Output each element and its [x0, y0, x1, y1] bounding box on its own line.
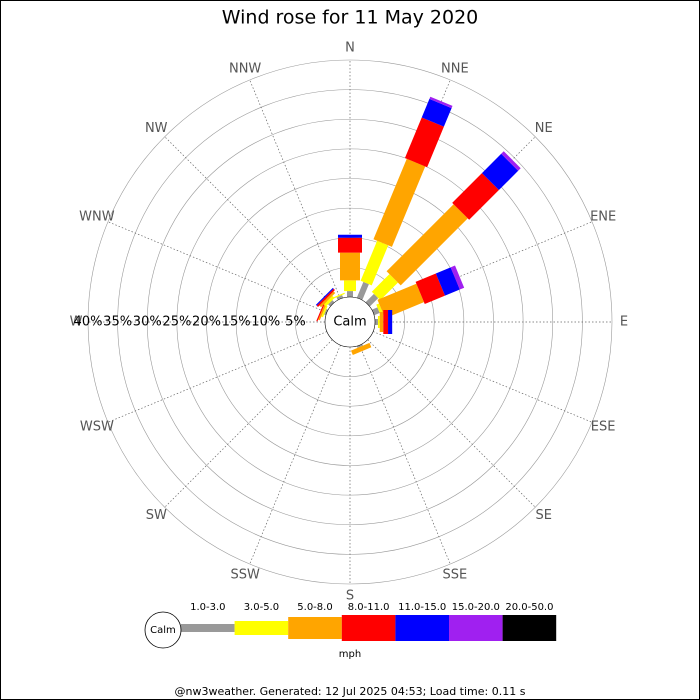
spoke — [164, 136, 333, 305]
spoke — [249, 79, 341, 300]
wind-segment — [373, 158, 426, 247]
wind-segment — [360, 240, 389, 286]
wind-segment — [404, 117, 444, 168]
calm-label: Calm — [333, 315, 366, 330]
ring-label: 10% — [251, 315, 280, 330]
spoke — [164, 339, 333, 508]
legend-label: 11.0-15.0 — [398, 602, 446, 613]
calm-circle — [324, 296, 376, 348]
spoke — [359, 344, 451, 565]
direction-label: WNW — [79, 210, 115, 225]
ring-label: 25% — [162, 315, 191, 330]
wind-segment — [386, 204, 468, 286]
legend-swatch — [502, 615, 557, 641]
direction-label: ESE — [591, 419, 616, 434]
wind-segment — [318, 301, 328, 321]
grid-ring — [146, 118, 554, 526]
legend-label: 3.0-5.0 — [244, 602, 279, 613]
wind-segment — [452, 173, 499, 220]
direction-label: SE — [536, 508, 552, 523]
spoke — [107, 331, 328, 423]
spoke — [249, 344, 341, 565]
legend-swatch — [395, 615, 449, 641]
wind-segment — [351, 342, 372, 355]
legend-swatch — [449, 615, 503, 641]
legend-calm-label: Calm — [150, 625, 176, 636]
wind-segment — [321, 305, 328, 318]
legend-swatch — [181, 624, 235, 632]
direction-label: E — [620, 315, 628, 330]
wind-segment — [377, 283, 425, 319]
wind-segment — [371, 307, 380, 316]
chart-title: Wind rose for 11 May 2020 — [222, 7, 479, 29]
wind-segment — [336, 295, 344, 301]
wind-segment — [365, 293, 379, 307]
direction-label: WSW — [80, 419, 114, 434]
legend-label: 15.0-20.0 — [452, 602, 500, 613]
wind-segment — [435, 267, 460, 296]
ring-label: 30% — [133, 315, 162, 330]
direction-label: SSW — [230, 568, 260, 583]
legend-label: 1.0-3.0 — [190, 602, 225, 613]
wind-segment — [319, 291, 336, 308]
ring-label: 35% — [103, 315, 132, 330]
legend-swatch — [234, 621, 289, 635]
legend-swatch — [341, 615, 396, 641]
legend-unit: mph — [339, 649, 361, 660]
wind-segment — [328, 300, 335, 307]
direction-label: SW — [146, 508, 167, 523]
legend-swatch — [288, 617, 342, 639]
direction-label: ENE — [590, 210, 616, 225]
grid-ring — [206, 178, 494, 466]
wind-segment — [481, 153, 519, 191]
direction-label: SSE — [442, 568, 467, 583]
wind-segment — [356, 281, 369, 301]
ring-label: 5% — [285, 315, 306, 330]
legend-label: 8.0-11.0 — [348, 602, 390, 613]
direction-label: NE — [535, 121, 553, 136]
footer: @nw3weather. Generated: 12 Jul 2025 04:5… — [175, 685, 526, 698]
direction-label: N — [345, 41, 355, 56]
wind-segment — [316, 288, 335, 307]
spoke — [367, 339, 536, 508]
wind-segment — [421, 98, 452, 127]
wind-segment — [376, 303, 384, 316]
ring-label: 15% — [222, 315, 251, 330]
wind-segment — [323, 295, 335, 307]
direction-label: NNW — [229, 61, 261, 76]
spoke — [107, 221, 328, 313]
direction-label: S — [346, 589, 354, 604]
spoke — [372, 331, 593, 423]
direction-label: W — [70, 315, 83, 330]
wind-segment — [450, 265, 465, 290]
wind-segment — [371, 274, 398, 301]
direction-label: NW — [145, 121, 168, 136]
ring-label: 40% — [74, 315, 103, 330]
wind-segment — [501, 151, 521, 171]
ring-label: 20% — [192, 315, 221, 330]
wind-segment — [415, 273, 446, 305]
legend-calm-circle — [144, 611, 182, 649]
grid-ring — [87, 59, 613, 585]
legend-label: 20.0-50.0 — [505, 602, 553, 613]
wind-segment — [315, 287, 334, 306]
legend-label: 5.0-8.0 — [297, 602, 332, 613]
direction-label: NNE — [441, 61, 469, 76]
wind-segment — [429, 96, 453, 109]
